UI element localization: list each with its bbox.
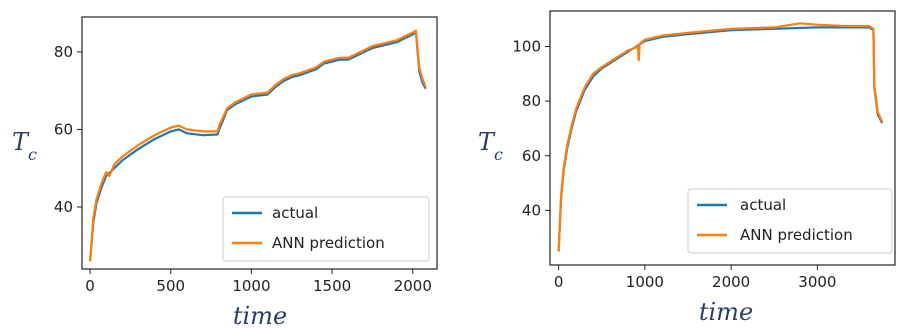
y-tick-label: 80 xyxy=(522,92,541,110)
legend-box xyxy=(222,196,430,262)
legend-box xyxy=(687,188,893,254)
x-tick-label: 2000 xyxy=(712,273,750,291)
series-line-ann-prediction xyxy=(557,22,884,252)
y-tick-label: 40 xyxy=(54,198,73,216)
legend-label-ann: ANN prediction xyxy=(740,226,853,244)
y-axis-label: Tc xyxy=(12,128,37,164)
series-layer xyxy=(89,29,427,262)
y-tick-label: 60 xyxy=(54,120,73,138)
y-tick-label: 60 xyxy=(522,147,541,165)
x-tick-label: 0 xyxy=(85,277,95,295)
y-tick-label: 100 xyxy=(512,38,541,56)
legend: actual ANN prediction xyxy=(687,188,893,254)
tick-layer: 0 1000 2000 3000 40 60 80 100 xyxy=(512,38,836,291)
plot-frame xyxy=(549,10,896,266)
x-tick-label: 3000 xyxy=(798,273,836,291)
y-tick-label: 40 xyxy=(522,201,541,219)
x-tick-label: 500 xyxy=(156,277,185,295)
x-tick-label: 1500 xyxy=(313,277,351,295)
series-line-ann-prediction xyxy=(89,29,427,262)
x-tick-label: 2000 xyxy=(394,277,432,295)
x-axis-label: time xyxy=(699,298,753,326)
series-line-actual xyxy=(89,31,427,262)
legend-label-actual: actual xyxy=(272,204,318,222)
legend-label-ann: ANN prediction xyxy=(272,234,385,252)
tick-layer: 0 500 1000 1500 2000 40 60 80 xyxy=(54,43,432,295)
y-axis-label: Tc xyxy=(478,128,503,164)
x-tick-label: 0 xyxy=(554,273,564,291)
x-tick-label: 1000 xyxy=(232,277,270,295)
x-tick-label: 1000 xyxy=(626,273,664,291)
legend-label-actual: actual xyxy=(740,196,786,214)
y-tick-label: 80 xyxy=(54,43,73,61)
x-axis-label: time xyxy=(233,302,287,329)
chart-left: 0 500 1000 1500 2000 40 60 80 Tc time actual AN… xyxy=(12,16,438,329)
plot-frame xyxy=(81,16,438,270)
chart-right: 0 1000 2000 3000 40 60 80 100 Tc time actual AN… xyxy=(478,10,896,326)
series-layer xyxy=(557,22,884,252)
legend: actual ANN prediction xyxy=(222,196,430,262)
